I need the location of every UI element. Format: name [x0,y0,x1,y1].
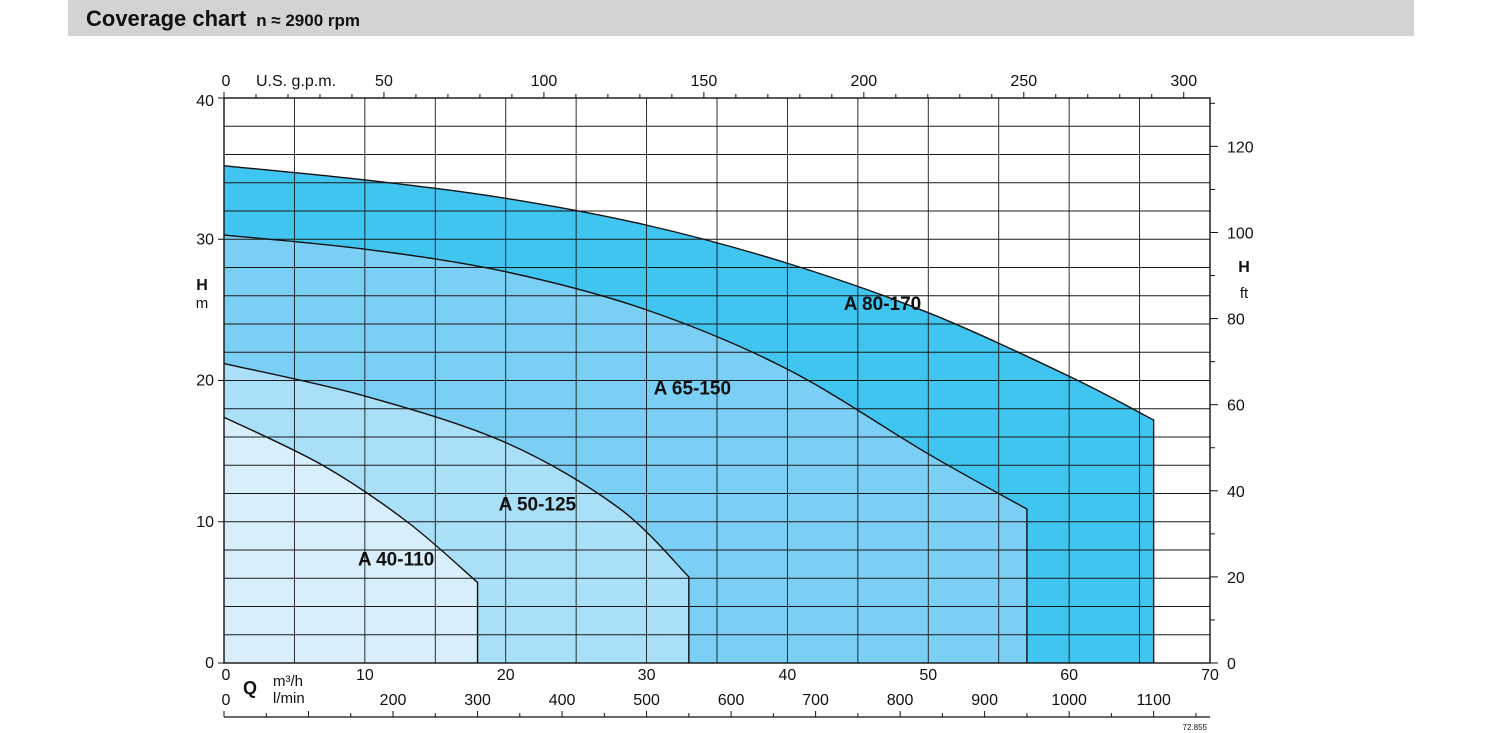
x-primary-tick-label: 60 [1060,667,1078,684]
coverage-areas [224,165,1154,664]
y-right-tick-label: 40 [1227,484,1245,501]
y-left-tick-label: 10 [196,514,214,531]
x-primary-tick-label: 50 [919,667,937,684]
x-secondary-tick-label: 800 [887,692,914,709]
y-left-tick-label: 30 [196,231,214,248]
y-right-tick-label: 60 [1227,398,1245,415]
series-label: A 80-170 [844,294,921,315]
x-primary-tick-label: 20 [497,667,515,684]
y-right-tick-label: 80 [1227,312,1245,329]
series-labels: A 80-170 A 65-150 A 50-125 A 40-110 [358,294,921,571]
x-secondary-tick-label: 1000 [1051,692,1087,709]
series-curve-a-65-150 [223,234,1028,663]
y-left-tick-label: 40 [196,93,214,110]
series-label: A 40-110 [358,550,434,571]
header-bar: Coverage chart n ≈ 2900 rpm [68,0,1414,36]
y-left-unit: m [196,295,209,312]
series-curve-a-40-110 [223,416,479,663]
page-subtitle: n ≈ 2900 rpm [256,11,361,30]
coverage-curves [223,165,1155,663]
x-primary-tick-label: 0 [222,667,231,684]
y-right-tick-label: 0 [1227,656,1236,673]
x-secondary-tick-label: 700 [802,692,829,709]
x-secondary-unit: l/min [273,690,305,707]
x-secondary-tick-label: 1100 [1136,692,1171,709]
footnote: 72.855 [1183,723,1208,732]
y-right-tick-label: 120 [1227,139,1254,156]
x-top-tick-label: 100 [531,73,558,90]
x-primary-tick-label: 30 [638,667,656,684]
x-top-tick-label: 200 [850,73,877,90]
y-right-tick-label: 100 [1227,225,1254,242]
x-primary-tick-label: 70 [1201,667,1219,684]
x-top-tick-label: 250 [1010,73,1037,90]
x-primary-unit: m³/h [273,673,303,690]
series-label: A 50-125 [499,494,577,515]
x-secondary-tick-label: 400 [549,692,576,709]
x-top-tick-label: 50 [375,73,393,90]
chart-grid [223,97,1211,664]
x-secondary-tick-label: 200 [380,692,407,709]
y-left-label: H [196,277,208,294]
series-curve-a-80-170 [223,165,1155,663]
x-secondary-tick-label: 600 [718,692,745,709]
series-area-a-40-110 [224,417,478,663]
x-secondary-tick-label: 300 [464,692,491,709]
page-title: Coverage chart n ≈ 2900 rpm [86,6,361,31]
series-label: A 65-150 [654,379,731,400]
x-top-unit: U.S. g.p.m. [256,73,336,90]
x-top-tick-label: 0 [222,73,231,90]
y-right-label: H [1238,259,1250,276]
x-primary-tick-label: 40 [779,667,797,684]
x-secondary-tick-label: 0 [222,692,231,709]
x-top-tick-label: 300 [1170,73,1197,90]
x-secondary-tick-label: 500 [633,692,660,709]
series-curve-a-50-125 [223,362,690,663]
y-left-tick-label: 0 [205,655,214,672]
x-label-q: Q [243,678,257,698]
x-primary-tick-label: 10 [356,667,374,684]
x-secondary-tick-label: 900 [971,692,998,709]
y-right-tick-label: 20 [1227,570,1245,587]
y-left-tick-label: 20 [196,373,214,390]
x-top-tick-label: 150 [691,73,718,90]
y-right-unit: ft [1240,285,1249,302]
